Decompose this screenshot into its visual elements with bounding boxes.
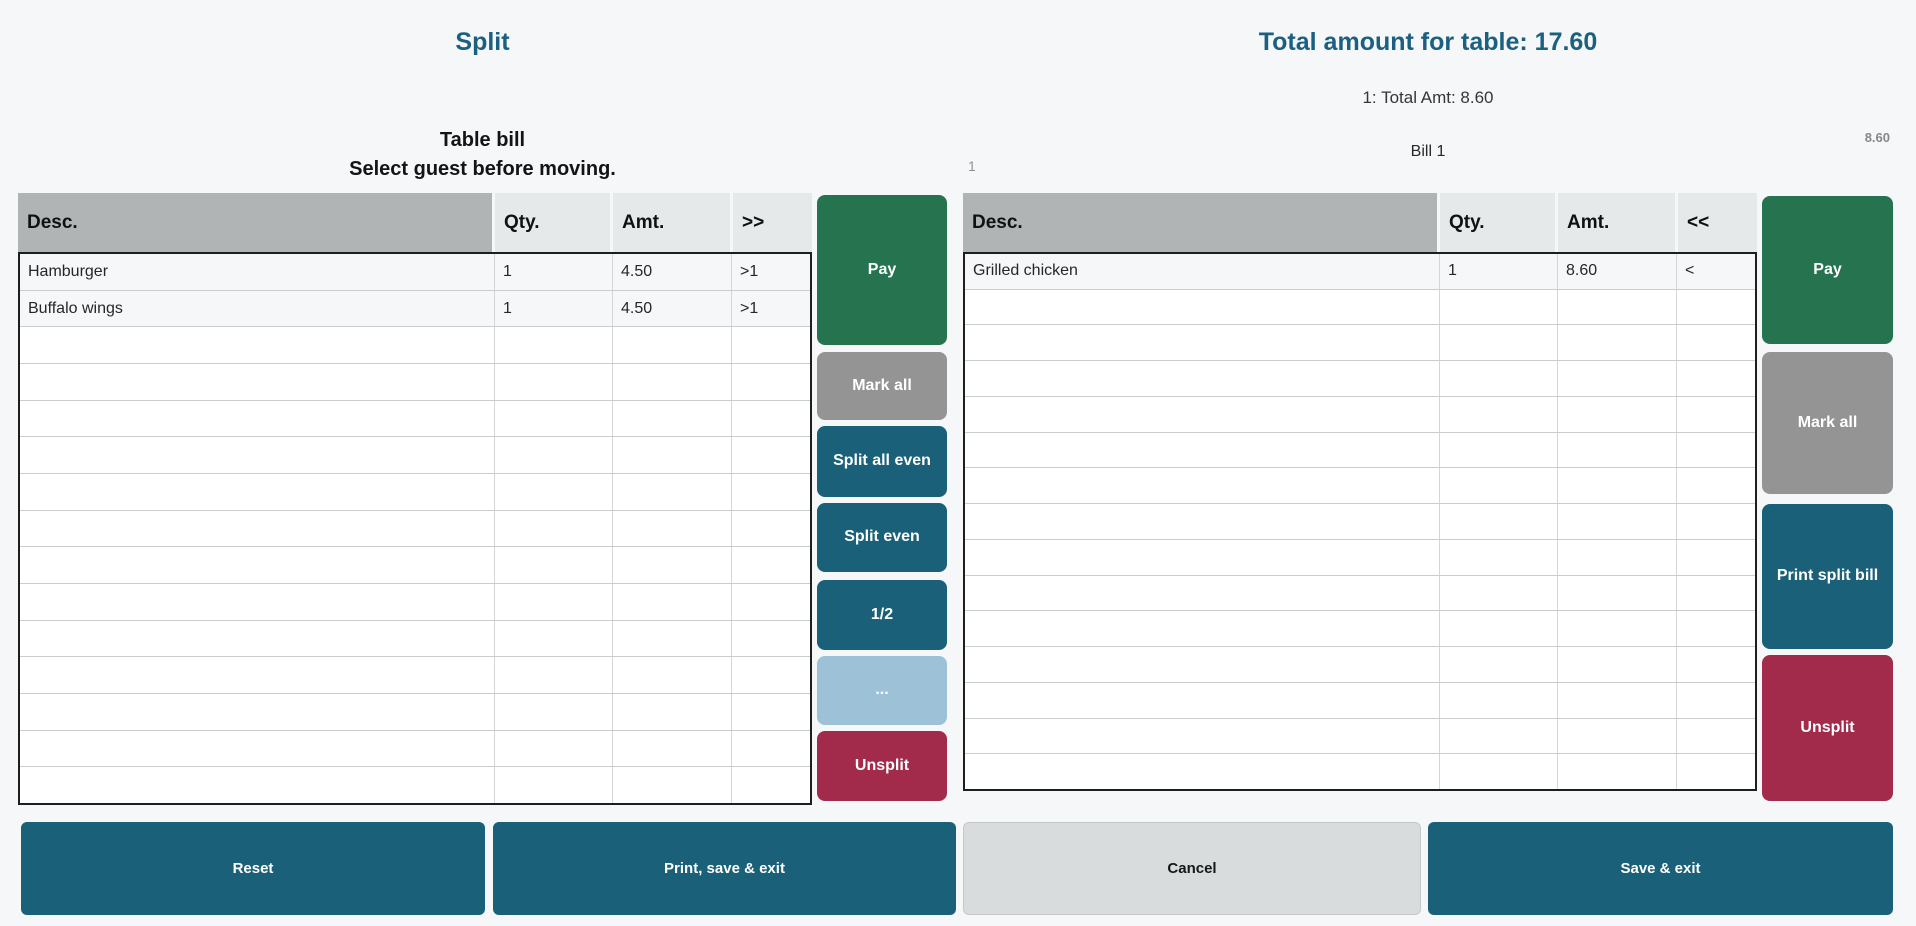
table-bill-heading: Table bill Select guest before moving. bbox=[18, 126, 947, 184]
pay-button-left[interactable]: Pay bbox=[817, 195, 947, 345]
split-even-button[interactable]: Split even bbox=[817, 503, 947, 572]
empty-table-row bbox=[20, 327, 810, 365]
empty-table-row bbox=[20, 364, 810, 401]
table-bill-actions: Pay Mark all Split all even Split even 1… bbox=[817, 195, 947, 801]
table-bill-header-qty: Qty. bbox=[495, 193, 613, 252]
empty-table-row bbox=[965, 754, 1755, 790]
empty-table-row bbox=[965, 361, 1755, 397]
table-bill-header-row: Desc. Qty. Amt. >> bbox=[18, 193, 812, 252]
cell-move-to-guest[interactable]: >1 bbox=[740, 262, 759, 280]
split-bill-header-amt: Amt. bbox=[1558, 193, 1678, 252]
bill-title: Bill 1 bbox=[1410, 143, 1446, 160]
empty-table-row bbox=[965, 396, 1755, 433]
table-row[interactable]: Hamburger 1 4.50 >1 bbox=[20, 254, 810, 291]
empty-table-row bbox=[965, 504, 1755, 540]
split-bill-body: Grilled chicken 1 8.60 < bbox=[963, 252, 1757, 791]
table-bill-header-move: >> bbox=[733, 193, 812, 252]
cell-desc[interactable]: Grilled chicken bbox=[965, 254, 1440, 289]
empty-table-row bbox=[965, 611, 1755, 648]
split-page-title: Split bbox=[455, 28, 510, 56]
empty-table-row bbox=[20, 694, 810, 731]
mark-all-button-left[interactable]: Mark all bbox=[817, 352, 947, 420]
print-save-exit-button[interactable]: Print, save & exit bbox=[493, 822, 956, 915]
split-half-button[interactable]: 1/2 bbox=[817, 580, 947, 650]
reset-button[interactable]: Reset bbox=[21, 822, 485, 915]
cell-desc[interactable]: Buffalo wings bbox=[20, 290, 495, 327]
empty-table-row bbox=[965, 539, 1755, 576]
cell-qty[interactable]: 1 bbox=[495, 254, 613, 290]
empty-table-row bbox=[20, 657, 810, 695]
split-bill-header-move: << bbox=[1678, 193, 1757, 252]
cell-amt[interactable]: 4.50 bbox=[613, 290, 732, 327]
cell-move-back[interactable]: < bbox=[1685, 262, 1695, 280]
save-exit-button[interactable]: Save & exit bbox=[1428, 822, 1893, 915]
print-split-bill-button[interactable]: Print split bill bbox=[1762, 504, 1893, 649]
table-bill-heading-line1: Table bill bbox=[439, 129, 526, 151]
empty-table-row bbox=[20, 767, 810, 804]
table-bill-heading-line2: Select guest before moving. bbox=[349, 158, 616, 180]
empty-table-row bbox=[20, 474, 810, 511]
empty-table-row bbox=[965, 432, 1755, 469]
more-options-button[interactable]: ... bbox=[817, 656, 947, 725]
table-bill-header-amt: Amt. bbox=[613, 193, 733, 252]
bill-number-label: 1 bbox=[968, 158, 976, 174]
table-row[interactable]: Grilled chicken 1 8.60 < bbox=[965, 254, 1755, 290]
split-bill-header-qty: Qty. bbox=[1440, 193, 1558, 252]
table-row[interactable]: Buffalo wings 1 4.50 >1 bbox=[20, 290, 810, 328]
empty-table-row bbox=[20, 620, 810, 658]
empty-table-row bbox=[20, 547, 810, 585]
empty-table-row bbox=[965, 575, 1755, 612]
empty-table-row bbox=[20, 437, 810, 475]
table-bill-body: Hamburger 1 4.50 >1 Buffalo wings 1 4.50… bbox=[18, 252, 812, 805]
table-bill: Desc. Qty. Amt. >> Hamburger 1 4.50 >1 B… bbox=[18, 193, 812, 805]
split-bill-table: Desc. Qty. Amt. << Grilled chicken 1 8.6… bbox=[963, 193, 1757, 791]
cell-move-to-guest[interactable]: >1 bbox=[740, 299, 759, 317]
empty-table-row bbox=[20, 400, 810, 438]
cell-qty[interactable]: 1 bbox=[1440, 254, 1558, 289]
guest-total-label: 1: Total Amt: 8.60 bbox=[1362, 88, 1494, 107]
empty-table-row bbox=[20, 730, 810, 768]
empty-table-row bbox=[965, 289, 1755, 326]
unsplit-button-right[interactable]: Unsplit bbox=[1762, 655, 1893, 801]
split-bill-header-row: Desc. Qty. Amt. << bbox=[963, 193, 1757, 252]
empty-table-row bbox=[965, 468, 1755, 505]
table-bill-header-desc: Desc. bbox=[18, 193, 495, 252]
split-bill-header-desc: Desc. bbox=[963, 193, 1440, 252]
empty-table-row bbox=[965, 718, 1755, 755]
table-total-title: Total amount for table: 17.60 bbox=[1258, 28, 1598, 56]
cell-desc[interactable]: Hamburger bbox=[20, 254, 495, 290]
empty-table-row bbox=[965, 682, 1755, 719]
empty-table-row bbox=[20, 584, 810, 621]
mark-all-button-right[interactable]: Mark all bbox=[1762, 352, 1893, 494]
empty-table-row bbox=[965, 325, 1755, 362]
split-bill-actions: Pay Mark all Print split bill Unsplit bbox=[1762, 196, 1893, 801]
split-all-even-button[interactable]: Split all even bbox=[817, 426, 947, 497]
cell-amt[interactable]: 8.60 bbox=[1558, 254, 1677, 289]
cancel-button[interactable]: Cancel bbox=[963, 822, 1421, 915]
empty-table-row bbox=[20, 510, 810, 548]
pay-button-right[interactable]: Pay bbox=[1762, 196, 1893, 344]
empty-table-row bbox=[965, 647, 1755, 683]
unsplit-button-left[interactable]: Unsplit bbox=[817, 731, 947, 801]
cell-amt[interactable]: 4.50 bbox=[613, 254, 732, 290]
cell-qty[interactable]: 1 bbox=[495, 290, 613, 327]
bill-amount-label: 8.60 bbox=[1864, 130, 1890, 145]
